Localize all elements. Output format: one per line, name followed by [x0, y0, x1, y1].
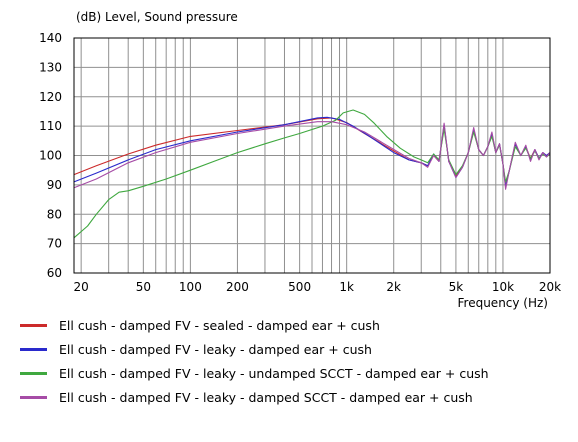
y-tick-label: 60 [47, 266, 62, 280]
legend-item-3: Ell cush - damped FV - leaky - undamped … [20, 361, 570, 385]
series-layer [73, 109, 551, 239]
legend-label: Ell cush - damped FV - sealed - damped e… [59, 317, 380, 333]
x-tick-label: 10k [492, 280, 514, 294]
x-tick-label: 1k [339, 280, 354, 294]
grid-layer [74, 37, 551, 274]
legend-item-2: Ell cush - damped FV - leaky - damped ea… [20, 337, 570, 361]
tick-label-layer: 60 70 80 90 100 110 120 130 140 20 50 100 200 500 1k 2k… [39, 31, 561, 294]
y-tick-label: 90 [47, 178, 62, 192]
legend-swatch [20, 395, 47, 399]
y-tick-label: 80 [47, 207, 62, 221]
x-axis-label: Frequency (Hz) [458, 296, 549, 310]
x-tick-label: 2k [386, 280, 401, 294]
legend-item-4: Ell cush - damped FV - leaky - damped SC… [20, 385, 570, 409]
y-axis-label: (dB) Level, Sound pressure [76, 10, 238, 24]
y-tick-label: 110 [39, 119, 62, 133]
y-tick-label: 140 [39, 31, 62, 45]
x-tick-label: 20k [539, 280, 561, 294]
x-tick-label: 500 [288, 280, 311, 294]
y-tick-label: 100 [39, 149, 62, 163]
x-tick-label: 50 [136, 280, 151, 294]
legend-item-1: Ell cush - damped FV - sealed - damped e… [20, 313, 570, 337]
legend-swatch [20, 323, 47, 327]
y-tick-label: 70 [47, 237, 62, 251]
y-tick-label: 130 [39, 60, 62, 74]
series-line-4 [73, 121, 551, 190]
legend-label: Ell cush - damped FV - leaky - undamped … [59, 365, 489, 381]
y-tick-label: 120 [39, 90, 62, 104]
legend-label: Ell cush - damped FV - leaky - damped ea… [59, 341, 372, 357]
chart-legend: Ell cush - damped FV - sealed - damped e… [20, 313, 570, 409]
legend-swatch [20, 347, 47, 351]
x-tick-label: 200 [226, 280, 249, 294]
x-tick-label: 20 [74, 280, 89, 294]
plot-area-border [73, 37, 551, 274]
legend-swatch [20, 371, 47, 375]
x-tick-label: 5k [449, 280, 464, 294]
legend-label: Ell cush - damped FV - leaky - damped SC… [59, 389, 473, 405]
x-tick-label: 100 [179, 280, 202, 294]
series-line-3 [73, 109, 551, 239]
